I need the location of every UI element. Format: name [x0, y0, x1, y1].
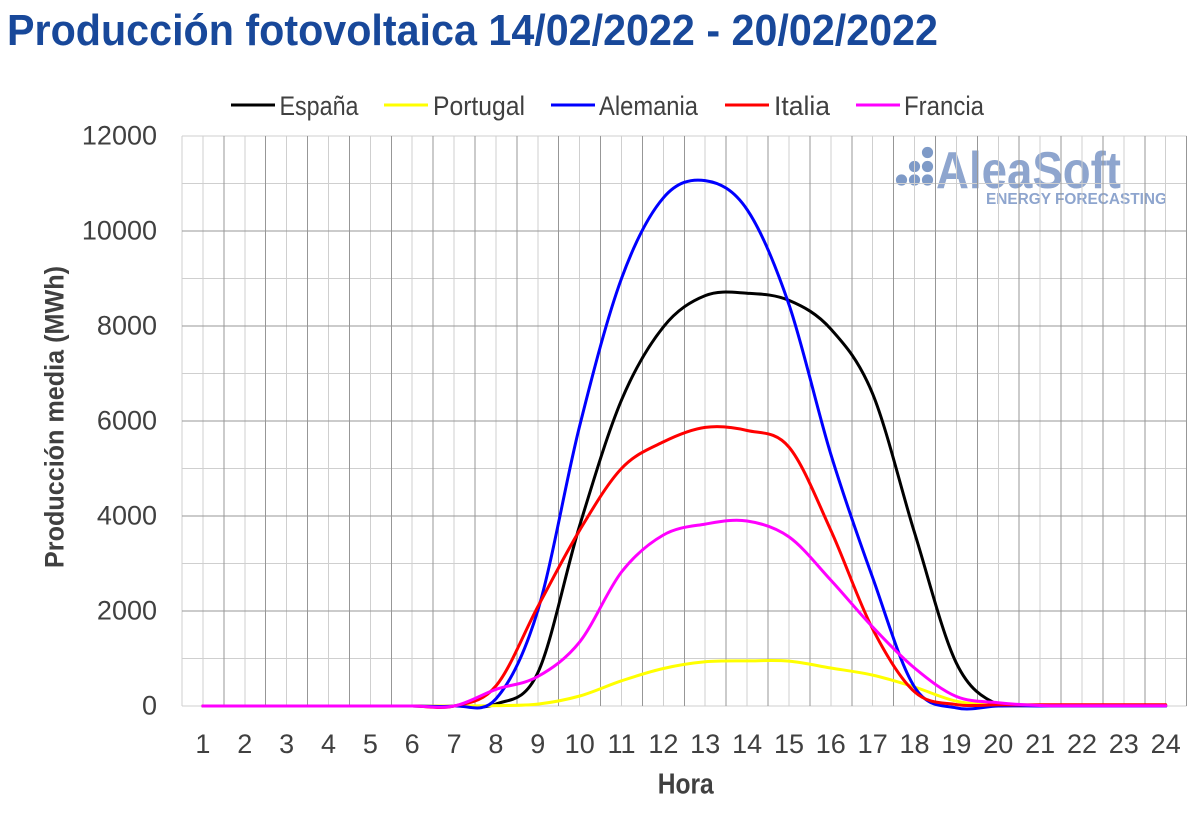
svg-text:Hora: Hora — [658, 769, 715, 801]
svg-text:8: 8 — [488, 729, 503, 759]
svg-text:7: 7 — [447, 729, 462, 759]
svg-text:4000: 4000 — [97, 501, 157, 531]
svg-text:22: 22 — [1067, 729, 1097, 759]
svg-text:Portugal: Portugal — [433, 91, 525, 121]
svg-text:0: 0 — [142, 691, 157, 721]
svg-text:11: 11 — [607, 729, 635, 759]
svg-text:18: 18 — [899, 729, 929, 759]
svg-text:AleaSoft: AleaSoft — [936, 142, 1121, 200]
svg-text:6: 6 — [405, 729, 420, 759]
svg-text:10000: 10000 — [82, 216, 157, 246]
svg-text:4: 4 — [321, 729, 336, 759]
svg-text:16: 16 — [816, 729, 846, 759]
svg-text:23: 23 — [1109, 729, 1139, 759]
svg-text:Alemania: Alemania — [599, 91, 699, 121]
svg-text:24: 24 — [1151, 729, 1181, 759]
svg-text:19: 19 — [941, 729, 971, 759]
svg-text:ENERGY FORECASTING: ENERGY FORECASTING — [986, 191, 1167, 208]
svg-text:2000: 2000 — [97, 596, 157, 626]
svg-text:12: 12 — [648, 729, 678, 759]
svg-text:13: 13 — [690, 729, 720, 759]
svg-text:1: 1 — [195, 729, 210, 759]
svg-text:8000: 8000 — [97, 311, 157, 341]
svg-text:6000: 6000 — [97, 406, 157, 436]
svg-text:14: 14 — [732, 729, 762, 759]
svg-text:20: 20 — [983, 729, 1013, 759]
svg-text:21: 21 — [1025, 729, 1055, 759]
svg-text:3: 3 — [279, 729, 294, 759]
svg-text:2: 2 — [237, 729, 252, 759]
svg-text:Producción fotovoltaica 14/02/: Producción fotovoltaica 14/02/2022 - 20/… — [7, 6, 938, 55]
svg-text:12000: 12000 — [82, 121, 157, 151]
svg-text:10: 10 — [565, 729, 595, 759]
svg-text:Italia: Italia — [774, 91, 831, 121]
svg-text:Francia: Francia — [904, 91, 985, 121]
svg-text:Producción media (MWh): Producción media (MWh) — [40, 266, 70, 568]
svg-text:15: 15 — [774, 729, 804, 759]
svg-text:9: 9 — [530, 729, 545, 759]
svg-text:17: 17 — [858, 729, 888, 759]
svg-text:España: España — [280, 91, 360, 121]
svg-text:5: 5 — [363, 729, 378, 759]
